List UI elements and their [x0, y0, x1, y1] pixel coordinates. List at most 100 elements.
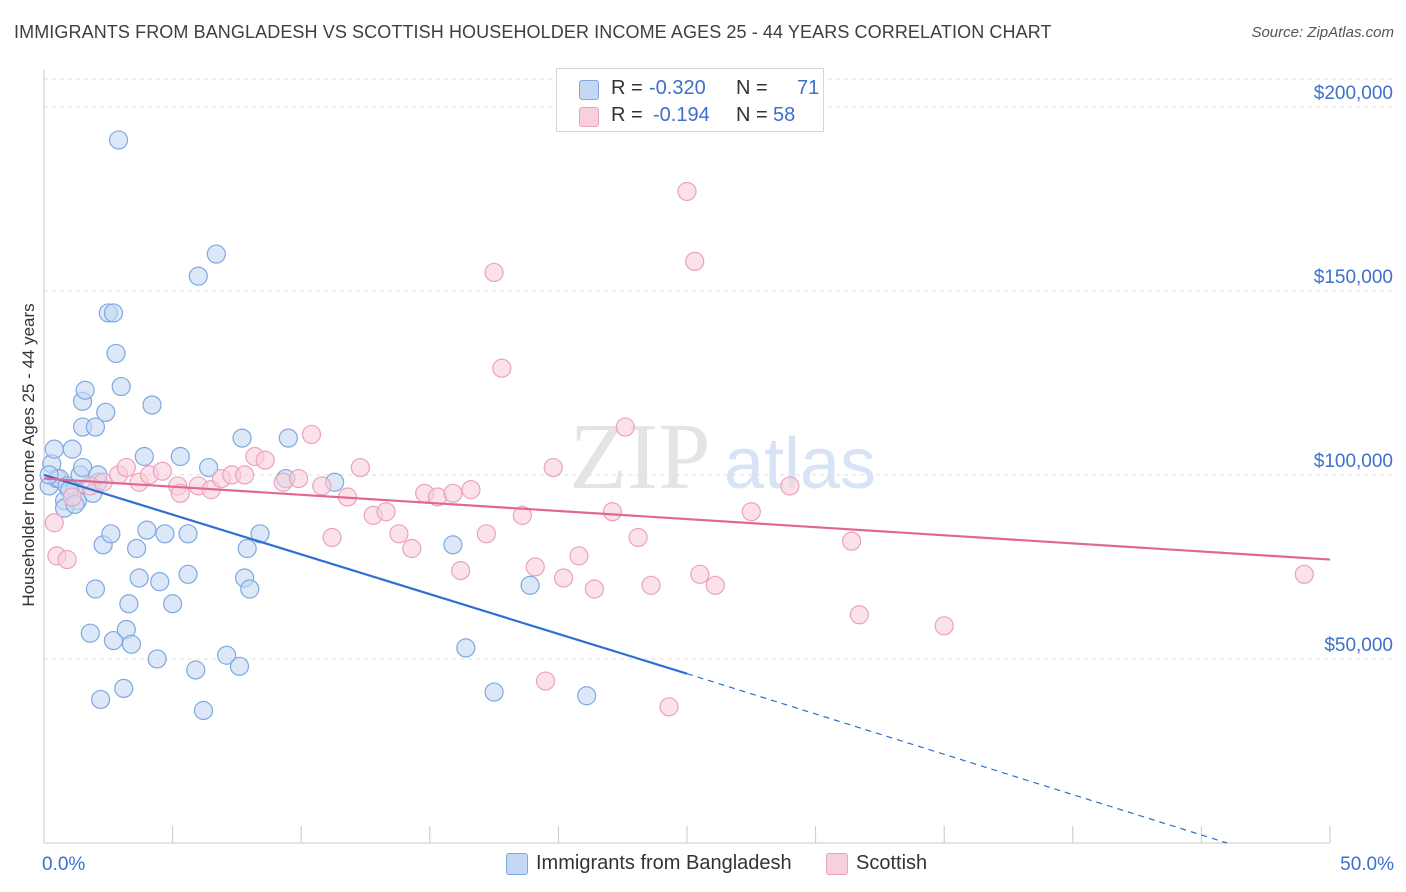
scottish-trend-line: [43, 477, 1331, 561]
scottish-point: [584, 579, 605, 599]
legend-n-label: N =: [736, 77, 768, 99]
scottish-point: [543, 457, 563, 478]
bottom-legend-label: Scottish: [856, 852, 928, 874]
scottish-point: [569, 546, 589, 566]
scottish-point: [602, 502, 623, 522]
scottish-point: [741, 502, 761, 522]
scottish-point: [152, 461, 172, 481]
bangladesh-point: [72, 457, 93, 478]
scottish-point: [44, 513, 64, 533]
scottish-point: [934, 616, 954, 636]
legend-n-value: 58: [773, 104, 796, 126]
bangladesh-point: [103, 630, 124, 651]
bangladesh-point: [80, 623, 100, 643]
bangladesh-trend-extension: [686, 673, 1228, 844]
x-tick-label: 50.0%: [1340, 854, 1394, 875]
bangladesh-point: [217, 645, 237, 665]
bangladesh-point: [155, 524, 175, 544]
scottish-point: [525, 557, 545, 577]
y-tick-label: $100,000: [1314, 451, 1393, 472]
scottish-point: [451, 561, 471, 581]
scottish-point: [116, 457, 136, 478]
scottish-point: [842, 531, 862, 551]
scottish-point: [289, 468, 309, 489]
bangladesh-point: [178, 524, 198, 544]
bangladesh-point: [85, 417, 106, 437]
scottish-point: [461, 480, 481, 500]
bangladesh-point: [229, 656, 250, 676]
scottish-point: [476, 524, 496, 544]
bangladesh-point: [178, 564, 198, 584]
bangladesh-point: [237, 538, 257, 559]
scottish-point: [389, 524, 409, 544]
bangladesh-point: [114, 678, 134, 699]
legend-r-label: R =: [611, 77, 643, 99]
scottish-point: [492, 358, 512, 378]
watermark-zip: ZIP: [570, 405, 711, 509]
bangladesh-point: [240, 579, 260, 599]
bangladesh-point: [121, 634, 142, 654]
bangladesh-point: [193, 700, 214, 721]
bangladesh-point: [90, 689, 111, 710]
scottish-point: [659, 697, 679, 717]
scottish-point: [677, 181, 697, 202]
bangladesh-point: [39, 465, 59, 485]
bangladesh-point: [170, 446, 190, 467]
bangladesh-point: [147, 649, 167, 669]
legend-r-value: -0.194: [653, 104, 710, 126]
bangladesh-point: [126, 538, 147, 559]
scottish-point: [255, 450, 275, 470]
bangladesh-point: [85, 579, 106, 599]
scottish-point: [553, 568, 574, 588]
bangladesh-point: [134, 446, 154, 467]
bangladesh-point: [232, 428, 252, 448]
legend-swatch-pink: [579, 107, 599, 127]
legend-n-value: 71: [797, 77, 820, 99]
bangladesh-point: [163, 594, 183, 614]
bangladesh-point: [142, 395, 162, 415]
scottish-point: [301, 424, 322, 445]
scottish-point: [402, 538, 422, 559]
legend-n-label: N =: [736, 104, 768, 126]
scottish-point: [57, 549, 77, 570]
x-tick-label: 0.0%: [42, 854, 85, 875]
scottish-point: [685, 251, 705, 272]
scottish-point: [780, 476, 800, 496]
bangladesh-point: [206, 244, 226, 264]
scottish-point: [690, 564, 710, 584]
scottish-point: [322, 527, 342, 548]
bangladesh-point: [101, 524, 121, 544]
legend-swatch-blue: [579, 80, 599, 100]
scottish-point: [628, 527, 648, 548]
bangladesh-point: [443, 535, 463, 555]
scottish-point: [512, 505, 532, 525]
trend-lines: [43, 473, 1331, 844]
y-axis-label: Householder Income Ages 25 - 44 years: [19, 303, 38, 606]
bottom-legend-label: Immigrants from Bangladesh: [536, 852, 792, 874]
legend-r-value: -0.320: [649, 77, 706, 99]
bangladesh-point: [108, 130, 129, 150]
bangladesh-point: [75, 380, 95, 400]
bangladesh-point: [456, 638, 476, 658]
bangladesh-point: [150, 572, 170, 592]
bangladesh-point: [62, 439, 82, 459]
bangladesh-point: [484, 682, 504, 702]
scottish-point: [484, 262, 504, 283]
bangladesh-trend-line: [43, 473, 688, 675]
scottish-point: [376, 502, 396, 522]
y-tick-labels: $50,000 $100,000 $150,000 $200,000: [1314, 83, 1393, 656]
bangladesh-point: [96, 402, 116, 422]
bottom-swatch-blue: [506, 853, 528, 875]
bottom-swatch-pink: [826, 853, 848, 875]
bangladesh-point: [520, 575, 540, 595]
chart-title: IMMIGRANTS FROM BANGLADESH VS SCOTTISH H…: [14, 22, 1052, 42]
scottish-point: [235, 465, 255, 485]
scottish-point: [312, 476, 332, 496]
scottish-point: [535, 671, 556, 691]
watermark: ZIP atlas: [570, 405, 877, 509]
bangladesh-point: [111, 376, 131, 397]
source-credit: Source: ZipAtlas.com: [1251, 24, 1394, 41]
scottish-point: [350, 457, 370, 478]
watermark-atlas: atlas: [724, 424, 876, 504]
